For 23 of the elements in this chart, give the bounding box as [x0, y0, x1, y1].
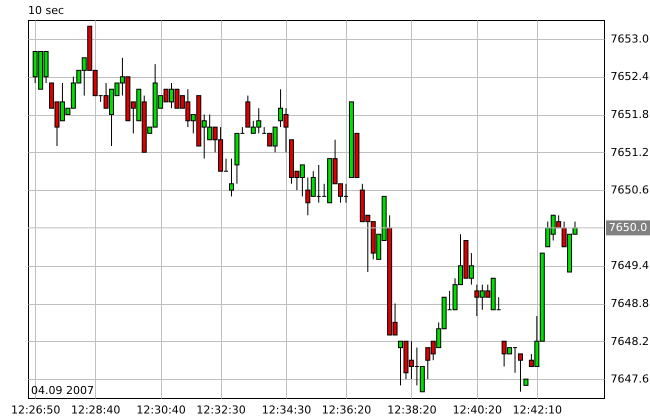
ref-line-label: 7650.0 [608, 220, 648, 234]
x-tick-label: 12:36:20 [322, 404, 372, 416]
x-tick-label: 12:32:30 [196, 404, 246, 416]
x-tick-label: 12:38:20 [387, 404, 437, 416]
x-tick-label: 12:28:40 [70, 404, 120, 416]
x-tick-label: 12:42:10 [512, 404, 562, 416]
y-tick-label: 7648.8 [610, 297, 649, 310]
annotation: 04.09 2007 [31, 384, 94, 397]
y-tick-label: 7651.8 [610, 108, 649, 121]
x-tick-label: 12:40:20 [452, 404, 502, 416]
y-tick-label: 7653.0 [610, 32, 649, 46]
y-tick-label: 7648.2 [610, 334, 649, 348]
chart-title: 10 sec [28, 4, 64, 17]
y-tick-label: 7651.2 [610, 146, 649, 159]
y-tick-label: 7649.4 [610, 259, 649, 272]
x-tick-label: 12:34:30 [262, 404, 312, 416]
candlestick [228, 158, 234, 197]
y-tick-label: 7652.4 [610, 70, 649, 84]
candlestick [518, 353, 523, 392]
y-tick-label: 7647.6 [610, 372, 649, 386]
x-tick-label: 12:30:40 [136, 404, 186, 416]
x-tick-label: 12:26:50 [10, 404, 60, 416]
y-tick-label: 7650.6 [610, 184, 649, 197]
